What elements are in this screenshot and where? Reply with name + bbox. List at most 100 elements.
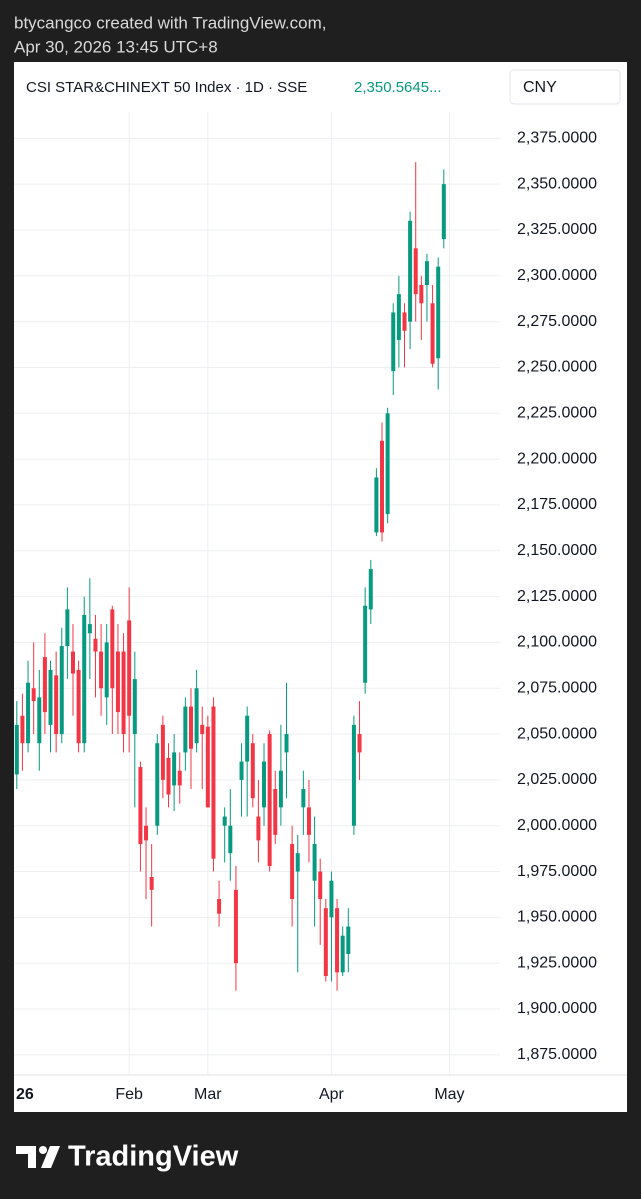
candle-body — [250, 743, 255, 799]
y-tick-label: 1,875.0000 — [517, 1046, 597, 1063]
candle-body — [306, 807, 311, 835]
candle-body — [177, 770, 182, 786]
candles — [14, 162, 446, 991]
y-tick-label: 2,000.0000 — [517, 817, 597, 834]
y-tick-label: 1,975.0000 — [517, 863, 597, 880]
candle-body — [273, 789, 278, 835]
candle-body — [391, 312, 396, 372]
y-tick-label: 2,150.0000 — [517, 542, 597, 559]
candle-body — [267, 734, 272, 867]
candle-body — [31, 688, 36, 702]
y-tick-label: 1,925.0000 — [517, 954, 597, 971]
candle-body — [59, 646, 64, 735]
candle-body — [262, 761, 267, 808]
candle-body — [132, 679, 137, 735]
currency[interactable]: CNY — [523, 79, 557, 96]
candle-body — [318, 871, 323, 900]
x-tick-label: 26 — [16, 1086, 34, 1103]
y-tick-label: 2,375.0000 — [517, 130, 597, 147]
candle-body — [346, 926, 351, 955]
y-tick-label: 2,300.0000 — [517, 267, 597, 284]
logo-mark — [41, 1146, 60, 1168]
candle-body — [127, 620, 132, 716]
x-tick-label: Apr — [319, 1086, 345, 1103]
x-tick-label: Feb — [115, 1086, 143, 1103]
last-price: 2,350.5645... — [354, 79, 442, 96]
y-tick-label: 2,275.0000 — [517, 313, 597, 330]
candle-body — [323, 908, 328, 977]
candle-body — [329, 880, 334, 918]
candle-body — [205, 726, 210, 808]
y-tick-label: 2,175.0000 — [517, 496, 597, 513]
candle-body — [37, 697, 42, 744]
candle-body — [278, 770, 283, 808]
candle-body — [121, 651, 126, 735]
candle-body — [65, 609, 70, 647]
y-tick-label: 2,325.0000 — [517, 221, 597, 238]
candle-body — [363, 605, 368, 683]
currency-button[interactable] — [509, 69, 621, 105]
candle-body — [48, 669, 53, 725]
y-tick-label: 1,950.0000 — [517, 909, 597, 926]
y-tick-label: 2,050.0000 — [517, 725, 597, 742]
y-tick-label: 2,350.0000 — [517, 175, 597, 192]
candle-body — [335, 908, 340, 973]
candle-body — [172, 752, 177, 786]
candle-body — [20, 715, 25, 744]
candle-body — [200, 724, 205, 735]
candle-body — [380, 440, 385, 533]
candle-body — [144, 825, 149, 841]
candle-body — [408, 220, 413, 322]
candle-body — [357, 734, 362, 753]
y-tick-label: 2,125.0000 — [517, 588, 597, 605]
candle-body — [284, 734, 289, 753]
candle-body — [82, 614, 87, 744]
candle-body — [104, 642, 109, 698]
candle-body — [430, 303, 435, 364]
x-tick-label: May — [434, 1086, 464, 1103]
candle-body — [99, 651, 104, 689]
candle-body — [211, 706, 216, 859]
logo — [16, 1146, 60, 1168]
candle-body — [301, 789, 306, 808]
y-tick-label: 2,100.0000 — [517, 634, 597, 651]
candle-body — [228, 825, 233, 854]
candle-body — [70, 651, 75, 674]
candle-body — [183, 706, 188, 753]
candle-body — [441, 184, 446, 240]
candle-body — [396, 294, 401, 340]
logo-mark — [16, 1146, 36, 1168]
candle-body — [340, 935, 345, 973]
x-tick-label: Mar — [194, 1086, 222, 1103]
candle-body — [160, 724, 165, 780]
candle-body — [368, 569, 373, 610]
candle-body — [54, 675, 59, 735]
candle-body — [222, 816, 227, 826]
header-line: btycangco created with TradingView.com, — [14, 13, 326, 32]
candle-body — [217, 899, 222, 914]
y-tick-label: 2,075.0000 — [517, 679, 597, 696]
candle-body — [194, 688, 199, 744]
chart-title: CSI STAR&CHINEXT 50 Index · 1D · SSE — [26, 79, 307, 96]
candle-body — [424, 261, 429, 285]
candle-body — [374, 477, 379, 533]
y-tick-label: 2,225.0000 — [517, 404, 597, 421]
candle-body — [436, 266, 441, 359]
candle-body — [245, 715, 250, 762]
y-tick-label: 2,200.0000 — [517, 450, 597, 467]
y-tick-label: 1,900.0000 — [517, 1000, 597, 1017]
candle-body — [256, 816, 261, 841]
brand: TradingView — [68, 1141, 239, 1173]
candle-body — [413, 248, 418, 295]
candle-body — [295, 853, 300, 872]
candle-body — [155, 743, 160, 826]
candle-body — [138, 767, 143, 845]
candle-body — [87, 624, 92, 634]
candle-body — [233, 889, 238, 964]
candle-body — [115, 651, 120, 713]
header-line: Apr 30, 2026 13:45 UTC+8 — [14, 37, 218, 56]
y-tick-label: 2,025.0000 — [517, 771, 597, 788]
candle-body — [14, 724, 19, 775]
candle-body — [312, 844, 317, 881]
